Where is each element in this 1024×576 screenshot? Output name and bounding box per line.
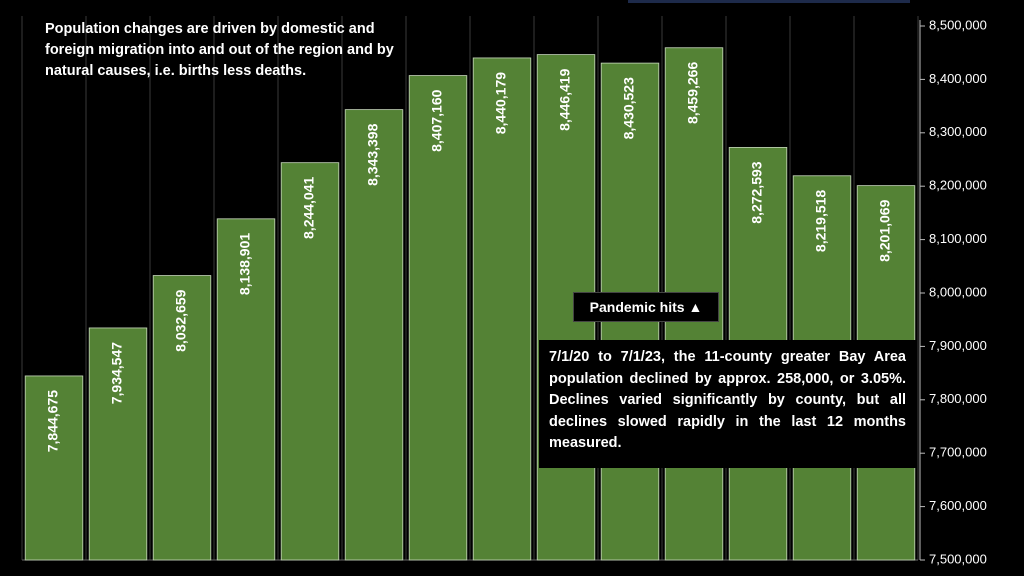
header-strip: [628, 0, 910, 3]
value-label-9: 8,446,419: [557, 68, 573, 130]
summary-note: 7/1/20 to 7/1/23, the 11-county greater …: [539, 340, 916, 468]
y-tick-label: 8,500,000: [929, 17, 987, 32]
bar-7: [408, 75, 468, 561]
value-label-1: 7,844,675: [45, 390, 61, 452]
y-tick-label: 7,900,000: [929, 338, 987, 353]
bar-6: [344, 109, 404, 561]
y-tick-label: 8,400,000: [929, 71, 987, 86]
value-label-13: 8,219,518: [813, 190, 829, 252]
value-label-3: 8,032,659: [173, 289, 189, 351]
y-tick-label: 8,300,000: [929, 124, 987, 139]
pandemic-callout: Pandemic hits ▲: [573, 292, 719, 322]
value-label-12: 8,272,593: [749, 161, 765, 223]
y-tick-label: 7,500,000: [929, 551, 987, 566]
bar-1: [24, 375, 84, 561]
value-label-8: 8,440,179: [493, 72, 509, 134]
y-tick-label: 8,100,000: [929, 231, 987, 246]
bar-layer: [24, 47, 916, 561]
bar-3: [152, 275, 212, 561]
grid-layer: [21, 16, 919, 561]
value-label-10: 8,430,523: [621, 77, 637, 139]
y-tick-label: 7,800,000: [929, 391, 987, 406]
intro-annotation: Population changes are driven by domesti…: [45, 21, 394, 79]
value-label-2: 7,934,547: [109, 342, 125, 404]
value-label-14: 8,201,069: [877, 199, 893, 261]
y-tick-label: 7,600,000: [929, 498, 987, 513]
label-layer: 7,844,675 7,934,547 8,032,659 8,138,901 8,24…: [45, 62, 893, 453]
value-label-4: 8,138,901: [237, 233, 253, 295]
bar-2: [88, 327, 148, 561]
y-axis: 7,500,000 7,600,000 7,700,000 7,800,000 7,90…: [919, 17, 987, 566]
y-tick-label: 8,200,000: [929, 178, 987, 193]
y-tick-label: 8,000,000: [929, 284, 987, 299]
value-label-6: 8,343,398: [365, 123, 381, 185]
bar-4: [216, 218, 276, 561]
bar-8: [472, 57, 532, 561]
value-label-5: 8,244,041: [301, 176, 317, 238]
value-label-11: 8,459,266: [685, 62, 701, 124]
y-tick-label: 7,700,000: [929, 445, 987, 460]
bar-5: [280, 162, 340, 561]
value-label-7: 8,407,160: [429, 89, 445, 151]
